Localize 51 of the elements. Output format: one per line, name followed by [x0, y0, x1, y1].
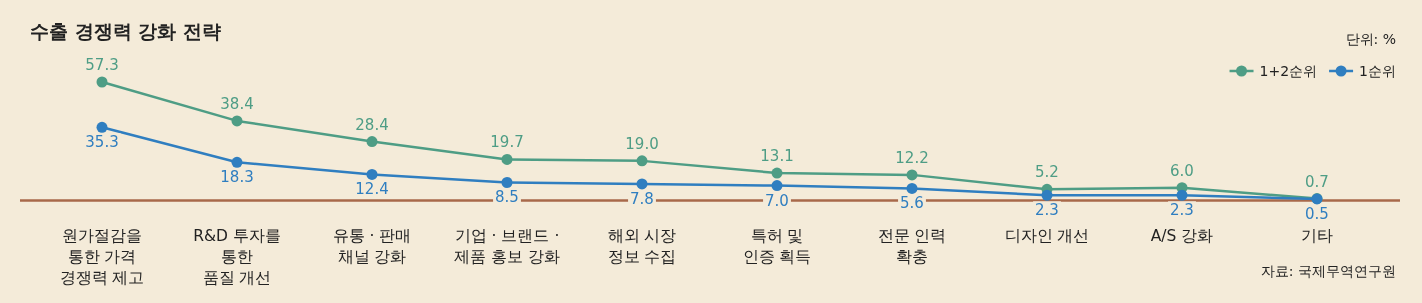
text: 단위: %: [1345, 31, 1396, 47]
data-label: 5.2: [1035, 163, 1059, 182]
legend-label: 1+2순위: [1259, 63, 1318, 79]
point: [501, 177, 513, 188]
data-label: 7.8: [630, 189, 654, 208]
x-tick-label: 원가절감을 통한 가격 경쟁력 제고: [59, 227, 145, 287]
point: [771, 167, 783, 179]
point: [636, 178, 648, 190]
text: 자료: 국제무역연구원: [1260, 263, 1396, 279]
data-label: 28.4: [355, 115, 389, 134]
x-tick-label: 해외 시장 정보 수집: [607, 227, 677, 266]
data-label: 19.7: [490, 133, 524, 152]
point: [231, 156, 243, 168]
data-label: 8.5: [495, 188, 519, 207]
x-tick-label: 유통 · 판매 채널 강화: [332, 227, 412, 266]
data-label: 2.3: [1035, 201, 1059, 220]
data-label: 0.7: [1305, 172, 1329, 191]
point: [1041, 189, 1053, 201]
legend-label: 1순위: [1359, 63, 1396, 79]
point: [231, 115, 243, 127]
data-label: 5.6: [900, 194, 924, 213]
x-tick-label: 전문 인력 확충: [877, 227, 947, 266]
data-label: 57.3: [85, 56, 119, 74]
data-label: 12.2: [895, 148, 929, 167]
x-tick-label: 기업 · 브랜드 · 제품 홍보 강화: [454, 227, 560, 266]
point: [906, 169, 918, 181]
point: [96, 121, 108, 133]
point: [906, 182, 918, 194]
data-label: 2.3: [1170, 201, 1194, 220]
point: [366, 168, 378, 180]
data-label: 38.4: [220, 94, 254, 113]
point: [636, 155, 648, 167]
data-label: 0.5: [1305, 204, 1329, 223]
data-label: 13.1: [760, 147, 794, 166]
data-label: 19.0: [625, 134, 659, 153]
chart-title: 수출 경쟁력 강화 전략: [30, 20, 221, 42]
x-tick-label: 디자인 개선: [1004, 227, 1090, 245]
point: [771, 180, 783, 192]
data-label: 12.4: [355, 180, 389, 199]
point: [96, 76, 108, 88]
x-tick-label: 기타: [1301, 227, 1333, 245]
point: [501, 153, 513, 165]
x-tick-label: A/S 강화: [1150, 227, 1214, 245]
data-label: 35.3: [85, 133, 119, 152]
x-tick-label: R&D 투자를 통한 품질 개선: [193, 227, 281, 287]
point: [366, 136, 378, 148]
data-label: 7.0: [765, 191, 789, 210]
point: [1176, 189, 1188, 201]
x-tick-label: 특허 및 인증 획득: [742, 227, 812, 266]
data-label: 18.3: [220, 168, 254, 187]
data-label: 6.0: [1170, 161, 1194, 180]
